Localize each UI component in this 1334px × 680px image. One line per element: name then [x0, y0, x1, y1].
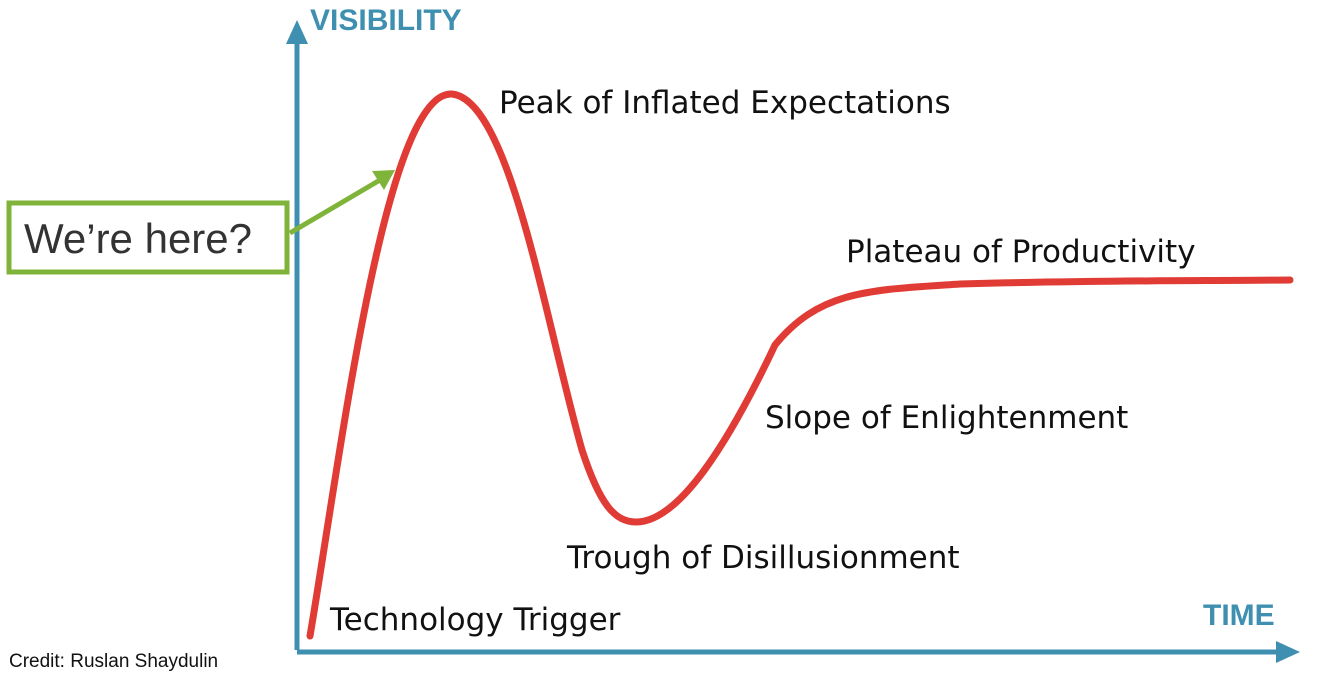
- credit-text: Credit: Ruslan Shaydulin: [9, 651, 218, 672]
- phase-label-trough: Trough of Disillusionment: [566, 540, 960, 576]
- x-axis-title: TIME: [1203, 599, 1275, 632]
- phase-label-peak: Peak of Inflated Expectations: [499, 85, 951, 121]
- x-axis-arrowhead: [1276, 641, 1300, 663]
- phase-label-technology-trigger: Technology Trigger: [329, 602, 621, 638]
- callout-arrow-line: [288, 177, 382, 236]
- callout-text: We’re here?: [24, 215, 252, 262]
- phase-label-slope: Slope of Enlightenment: [765, 400, 1128, 436]
- phase-label-plateau: Plateau of Productivity: [846, 234, 1196, 270]
- callout-arrowhead: [372, 170, 395, 190]
- y-axis-arrowhead: [286, 20, 308, 44]
- hype-curve: [306, 90, 1294, 640]
- y-axis-title: VISIBILITY: [310, 4, 462, 37]
- callout-box: [6, 200, 290, 275]
